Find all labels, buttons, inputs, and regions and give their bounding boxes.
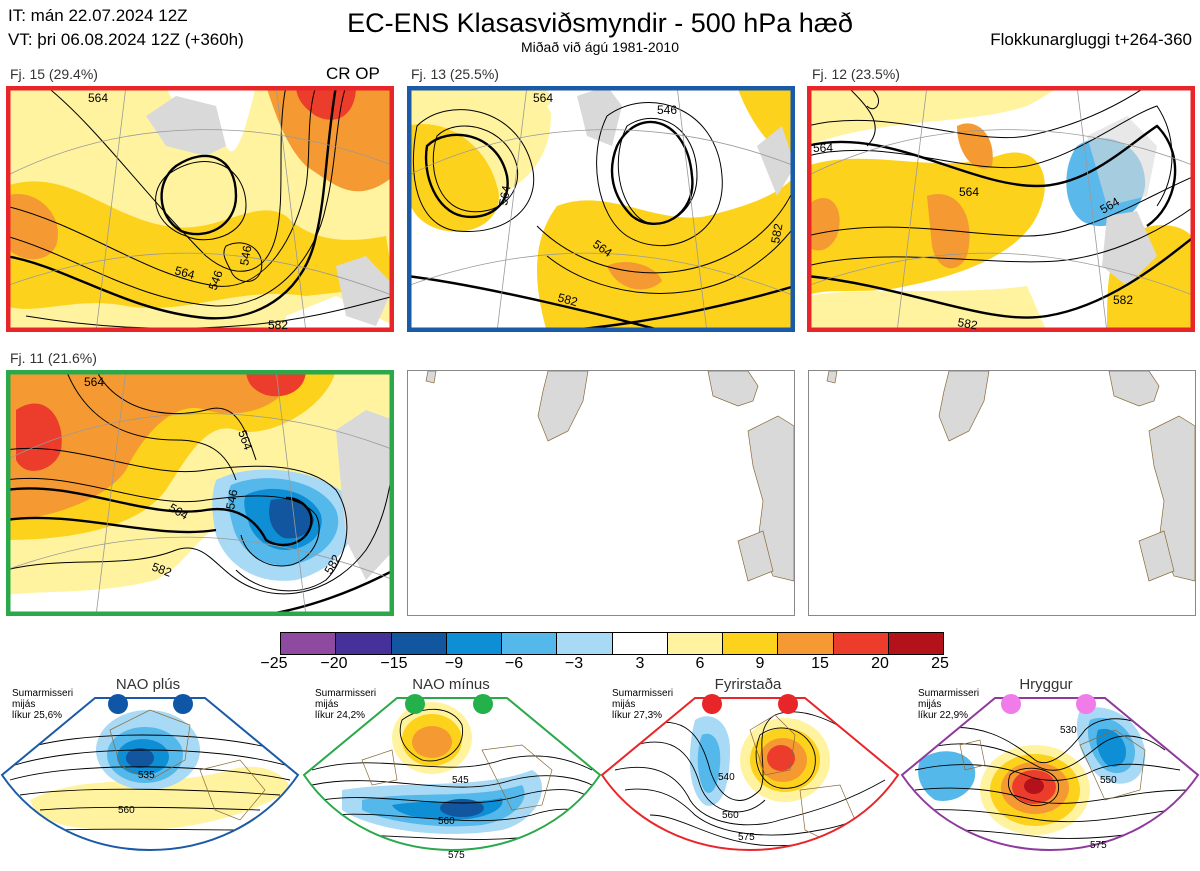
colorbar-swatch [502,633,558,654]
contour-label: 545 [452,775,469,786]
regime-marker-dot [702,694,722,714]
run-info: IT: mán 22.07.2024 12Z VT: þri 06.08.202… [8,4,244,52]
regime-marker-dot [778,694,798,714]
colorbar-swatch [612,633,668,654]
contour-label: 564 [84,375,104,389]
contour-label: 564 [959,185,979,199]
colorbar-swatch [833,633,889,654]
colorbar-tick: 25 [931,655,949,672]
cluster-1-border [6,86,394,332]
contour-label: 546 [206,268,226,292]
contour-label: 560 [722,810,739,821]
regime-marker-dot [473,694,493,714]
cluster-1-label: Fj. 15 (29.4%) [10,66,98,82]
regime-info: Sumarmisseri mijás líkur 24,2% [315,688,377,721]
regime-border [0,697,300,851]
cluster-4-label: Fj. 11 (21.6%) [10,350,97,366]
contour-label: 564 [173,263,196,282]
contour-label: 582 [556,290,579,309]
regime-marker-dot [173,694,193,714]
contour-label: 582 [268,318,288,332]
regime-fan-nao-minus: 545 560 575 [302,694,602,861]
regime-border [900,697,1200,851]
colorbar-tick: −6 [504,655,524,672]
colorbar-tick: −20 [320,655,348,672]
colorbar-swatch [557,633,613,654]
colorbar-tick: −25 [260,655,288,672]
cluster-4-border [6,370,394,616]
cluster-3-border [807,86,1195,332]
contour-label: 546 [223,488,240,510]
cluster-2-border [407,86,795,332]
contour-label: 550 [1100,775,1117,786]
contour-label: 582 [768,222,785,244]
empty-map-panel [808,370,1196,616]
contour-label: 564 [813,141,833,155]
valid-time: VT: þri 06.08.2024 12Z (+360h) [8,30,244,49]
colorbar-swatch [281,633,337,654]
regime-border [600,697,900,851]
classification-window: Flokkunargluggi t+264-360 [990,30,1192,49]
regime-fan-blocking: 540 560 575 [600,694,900,851]
cluster-map-12: 564 564 564 582 582 [807,86,1195,332]
init-time: IT: mán 22.07.2024 12Z [8,6,188,25]
colorbar-tick: 3 [635,655,645,672]
colorbar-swatch [391,633,447,654]
regime-border [302,697,602,851]
regime-marker-dot [108,694,128,714]
colorbar-tick: 6 [695,655,705,672]
contour-label: 575 [1090,840,1107,851]
cluster-map-11: 564 564 546 564 582 582 [6,370,394,616]
regime-marker-dot [1001,694,1021,714]
contour-label: 582 [1113,293,1133,307]
colorbar-tick: 9 [755,655,765,672]
contour-label: 575 [738,832,755,843]
regime-title: NAO plús [115,676,181,693]
cluster-1-tag: CR OP [326,64,380,83]
cluster-map-15: 564 546 546 564 582 [6,86,394,332]
contour-label: 575 [448,850,465,861]
regime-fan-ridge: 530 550 575 [900,694,1200,851]
regime-marker-dot [1076,694,1096,714]
colorbar-tick: −3 [564,655,584,672]
colorbar-swatch [888,633,943,654]
regime-marker-dot [405,694,425,714]
contour-label: 560 [438,816,455,827]
colorbar-tick: 20 [871,655,889,672]
colorbar-tick: −15 [380,655,408,672]
colorbar-swatch [336,633,392,654]
empty-map-panel [407,370,795,616]
colorbar [280,632,944,655]
colorbar-swatch [446,633,502,654]
colorbar-swatch [723,633,779,654]
contour-label: 535 [138,770,155,781]
regime-info: Sumarmisseri mijás líkur 27,3% [612,688,674,721]
colorbar-tick: 15 [811,655,829,672]
contour-label: 564 [235,428,255,452]
colorbar-swatch [667,633,723,654]
contour-label: 564 [496,184,513,206]
contour-label: 560 [118,805,135,816]
page-title: EC-ENS Klasasviðsmyndir - 500 hPa hæð [347,8,853,38]
contour-label: 540 [718,772,735,783]
contour-label: 582 [150,560,174,580]
contour-label: 546 [237,244,254,266]
contour-label: 582 [956,315,978,332]
colorbar-swatch [778,633,834,654]
cluster-2-label: Fj. 13 (25.5%) [411,66,499,82]
regime-info: Sumarmisseri mijás líkur 25,6% [12,688,74,721]
cluster-3-label: Fj. 12 (23.5%) [812,66,900,82]
regime-title: NAO mínus [412,676,490,693]
regime-title: Hryggur [1019,676,1073,693]
regime-title: Fyrirstaða [714,676,782,693]
contour-label: 564 [533,91,553,105]
contour-label: 530 [1060,725,1077,736]
colorbar-tick: −9 [444,655,464,672]
cluster-map-13: 564 546 564 564 582 582 [407,86,795,332]
regime-info: Sumarmisseri mijás líkur 22,9% [918,688,980,721]
page-subtitle: Miðað við ágú 1981-2010 [520,39,679,55]
regime-fan-nao-plus: 535 560 [0,694,300,851]
contour-label: 546 [657,103,677,117]
contour-label: 564 [88,91,108,105]
